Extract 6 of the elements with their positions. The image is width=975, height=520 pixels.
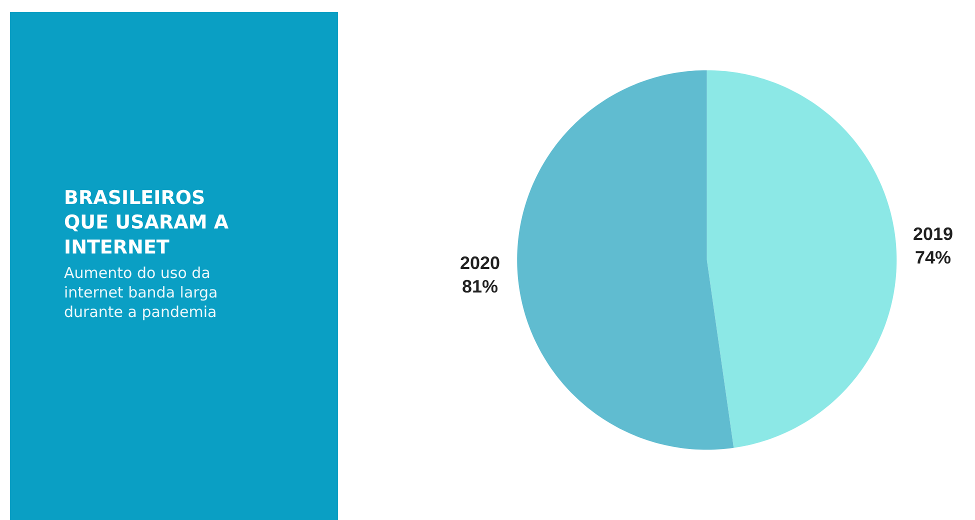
text: BRASILEIROS QUE USARAM A INTERNET <box>64 187 229 258</box>
slice-label: 2020 <box>460 253 500 273</box>
text: Aumento do uso da internet banda larga durante a pandemia <box>64 264 218 321</box>
data-label: 74% <box>915 247 952 268</box>
data-label: 81% <box>462 276 498 296</box>
slice-label: 2019 <box>913 224 954 244</box>
